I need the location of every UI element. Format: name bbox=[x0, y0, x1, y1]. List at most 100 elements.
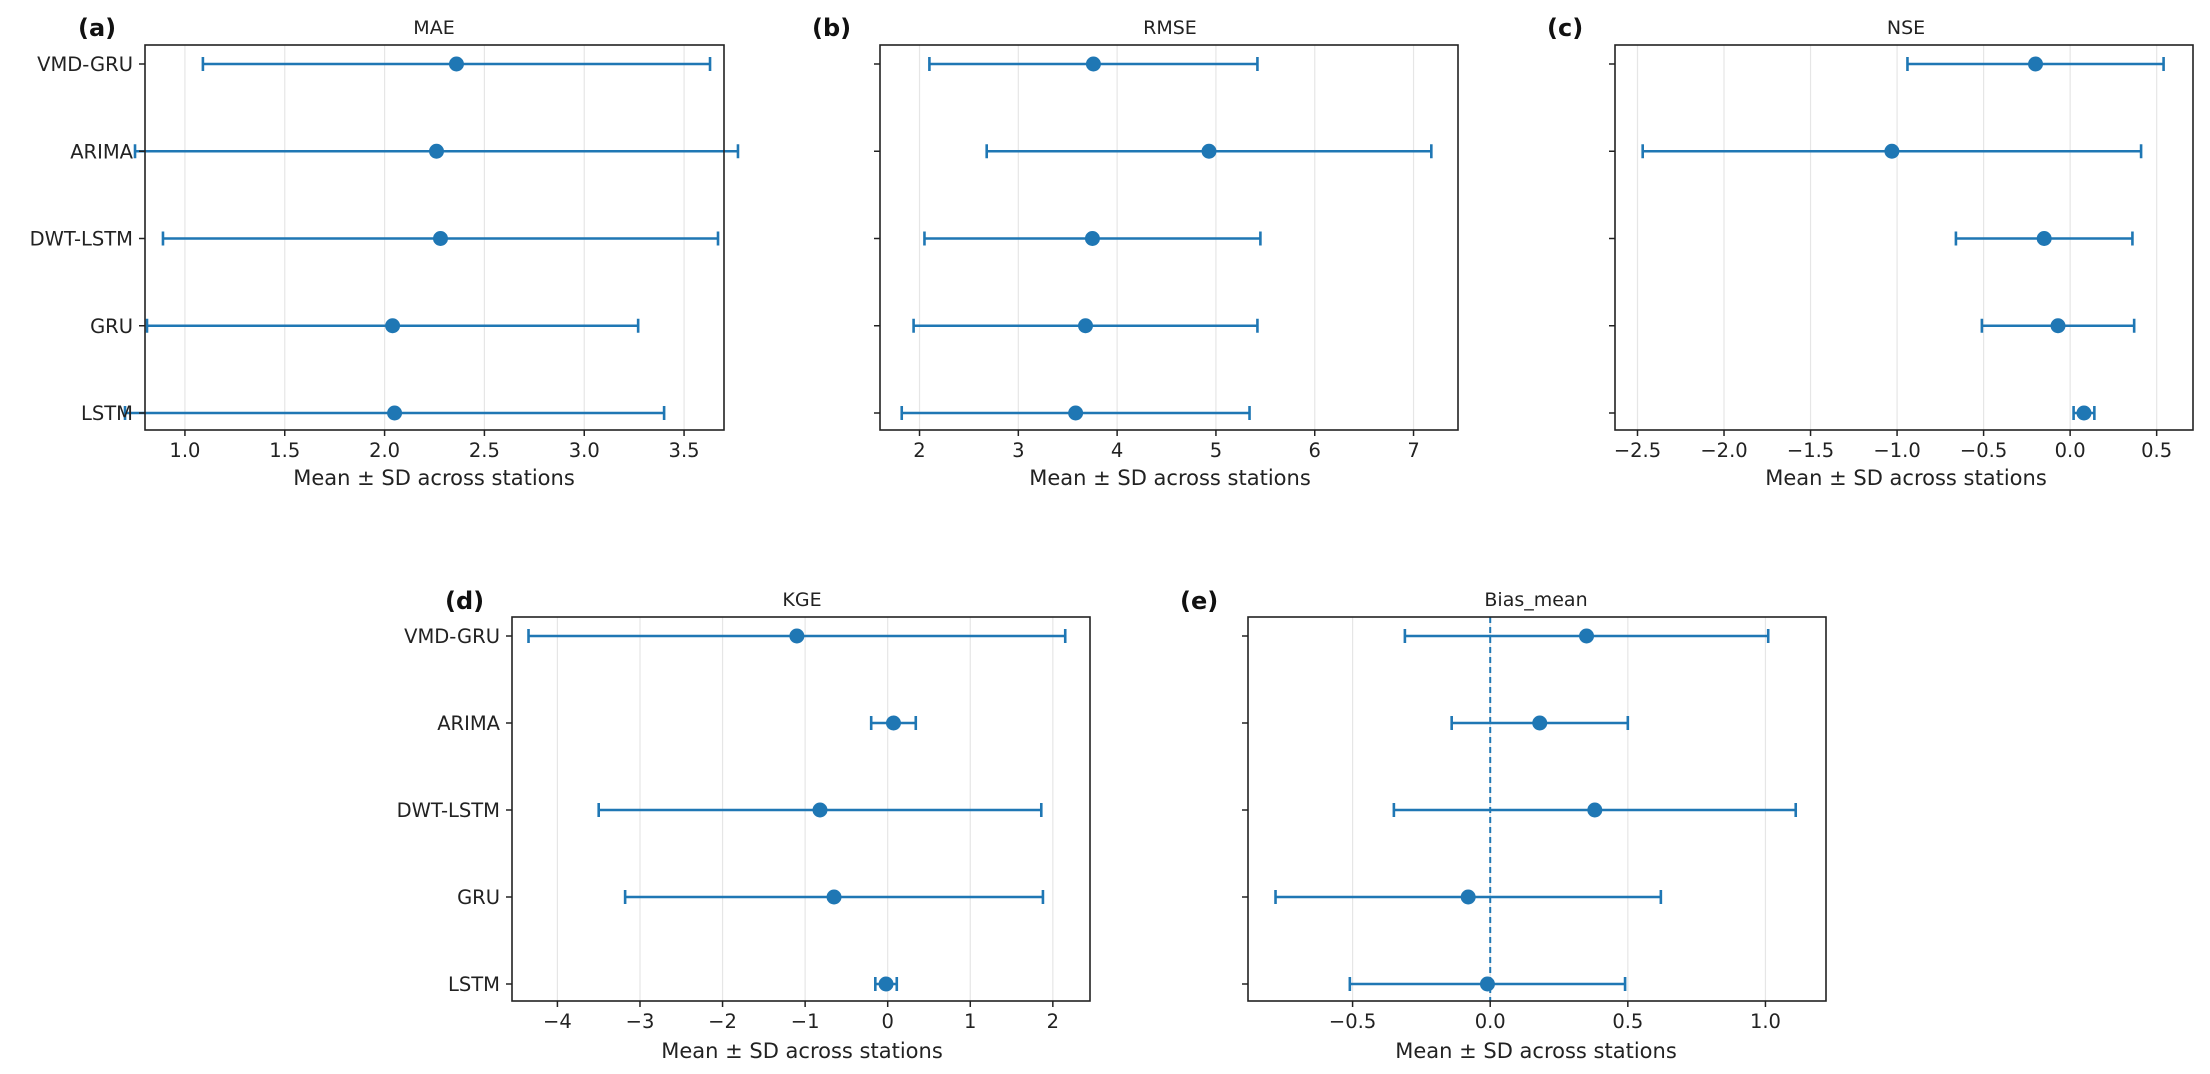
panel-mae: (a) MAE Mean ± SD across stations VMD-GR… bbox=[30, 14, 740, 490]
x-tick-label: 5 bbox=[1210, 439, 1222, 462]
x-tick-label: −2.5 bbox=[1614, 439, 1661, 462]
panel-letter: (e) bbox=[1180, 587, 1218, 615]
mean-point bbox=[1460, 889, 1476, 905]
chart-title: NSE bbox=[1887, 17, 1925, 39]
mean-point bbox=[1068, 405, 1084, 421]
y-tick-label: LSTM bbox=[81, 402, 133, 425]
panel-bias-mean: (e) Bias_mean Mean ± SD across stations … bbox=[1180, 587, 1827, 1063]
data-row-gru bbox=[623, 889, 1045, 905]
data-row-arima bbox=[985, 143, 1433, 159]
mean-point bbox=[2076, 405, 2092, 421]
y-tick-label: DWT-LSTM bbox=[30, 228, 133, 251]
panel-letter: (a) bbox=[78, 14, 116, 42]
data-row-dwt-lstm bbox=[1392, 802, 1798, 818]
x-tick-label: −2.0 bbox=[1700, 439, 1747, 462]
x-tick-label: 3 bbox=[1012, 439, 1024, 462]
x-tick-label: −2 bbox=[708, 1010, 737, 1033]
x-tick-label: −1.5 bbox=[1787, 439, 1834, 462]
x-tick-label: 0 bbox=[881, 1010, 893, 1033]
panel-letter: (d) bbox=[445, 587, 484, 615]
x-tick-label: 0.5 bbox=[2141, 439, 2172, 462]
data-row-dwt-lstm bbox=[597, 802, 1043, 818]
x-tick-label: −1.0 bbox=[1873, 439, 1920, 462]
y-tick-label: ARIMA bbox=[70, 140, 133, 163]
mean-point bbox=[1085, 56, 1101, 72]
mean-point bbox=[826, 889, 842, 905]
panel-letter: (c) bbox=[1547, 14, 1583, 42]
x-tick-label: 7 bbox=[1407, 439, 1419, 462]
chart-title: Bias_mean bbox=[1484, 589, 1587, 611]
x-tick-label: 3.5 bbox=[669, 439, 700, 462]
data-row-vmd-gru bbox=[527, 628, 1067, 644]
mean-point bbox=[2028, 56, 2044, 72]
panel-kge: (d) KGE Mean ± SD across stations VMD-GR… bbox=[397, 587, 1091, 1063]
x-axis-label: Mean ± SD across stations bbox=[293, 466, 575, 490]
x-tick-label: 2.0 bbox=[369, 439, 400, 462]
y-tick-label: DWT-LSTM bbox=[397, 799, 500, 822]
y-tick-label: GRU bbox=[90, 315, 133, 338]
data-row-dwt-lstm bbox=[161, 231, 720, 246]
mean-point bbox=[1884, 143, 1900, 159]
mean-point bbox=[1532, 715, 1548, 731]
x-tick-label: −0.5 bbox=[1960, 439, 2007, 462]
panel-rmse: (b) RMSE Mean ± SD across stations 2 3 4 5 6… bbox=[812, 14, 1459, 490]
mean-point bbox=[1479, 976, 1495, 992]
x-tick-label: 2.5 bbox=[469, 439, 500, 462]
mean-point bbox=[387, 405, 403, 421]
data-row-lstm bbox=[2072, 405, 2096, 421]
data-row-vmd-gru bbox=[1906, 56, 2165, 72]
axes-frame bbox=[511, 616, 1091, 1002]
mean-point bbox=[2050, 318, 2066, 334]
mean-point bbox=[1078, 318, 1094, 334]
x-tick-label: 2 bbox=[1047, 1010, 1059, 1033]
x-tick-label: 1.0 bbox=[1750, 1010, 1781, 1033]
x-tick-label: 0.0 bbox=[1475, 1010, 1506, 1033]
data-row-arima bbox=[1641, 143, 2143, 159]
mean-point bbox=[1579, 628, 1595, 644]
data-row-lstm bbox=[874, 976, 899, 992]
mean-point bbox=[812, 802, 828, 818]
mean-point bbox=[432, 231, 448, 246]
x-tick-label: 0.5 bbox=[1612, 1010, 1643, 1033]
mean-point bbox=[385, 318, 401, 334]
x-tick-label: −0.5 bbox=[1329, 1010, 1376, 1033]
data-row-lstm bbox=[1348, 976, 1627, 992]
mean-point bbox=[448, 56, 464, 72]
axes-frame bbox=[1614, 44, 2194, 431]
data-row-lstm bbox=[900, 405, 1251, 421]
data-row-vmd-gru bbox=[928, 56, 1259, 72]
y-tick-label: VMD-GRU bbox=[404, 625, 500, 648]
mean-point bbox=[428, 143, 444, 159]
x-tick-label: 1 bbox=[964, 1010, 976, 1033]
data-row-dwt-lstm bbox=[1954, 231, 2134, 246]
axes-frame bbox=[1247, 616, 1827, 1002]
x-tick-label: 0.0 bbox=[2055, 439, 2086, 462]
mean-point bbox=[1587, 802, 1603, 818]
x-tick-label: 2 bbox=[913, 439, 925, 462]
x-axis-label: Mean ± SD across stations bbox=[1395, 1039, 1677, 1063]
x-tick-label: 4 bbox=[1111, 439, 1123, 462]
x-axis-label: Mean ± SD across stations bbox=[1029, 466, 1311, 490]
y-tick-label: ARIMA bbox=[437, 712, 500, 735]
data-row-lstm bbox=[123, 405, 666, 421]
x-tick-label: −4 bbox=[543, 1010, 572, 1033]
chart-title: MAE bbox=[413, 17, 454, 39]
x-tick-label: −1 bbox=[791, 1010, 820, 1033]
x-tick-label: 6 bbox=[1309, 439, 1321, 462]
data-row-arima bbox=[133, 143, 740, 159]
mean-point bbox=[2036, 231, 2052, 246]
data-row-vmd-gru bbox=[1403, 628, 1770, 644]
y-tick-label: GRU bbox=[457, 886, 500, 909]
mean-point bbox=[789, 628, 805, 644]
mean-point bbox=[878, 976, 894, 992]
data-row-arima bbox=[1450, 715, 1630, 731]
x-tick-label: −3 bbox=[626, 1010, 655, 1033]
x-axis-label: Mean ± SD across stations bbox=[1765, 466, 2047, 490]
x-tick-label: 1.0 bbox=[169, 439, 200, 462]
data-row-vmd-gru bbox=[201, 56, 712, 72]
data-row-gru bbox=[1980, 318, 2136, 334]
data-row-gru bbox=[1274, 889, 1663, 905]
mean-point bbox=[885, 715, 901, 731]
data-row-gru bbox=[912, 318, 1259, 334]
y-tick-label: VMD-GRU bbox=[37, 53, 133, 76]
